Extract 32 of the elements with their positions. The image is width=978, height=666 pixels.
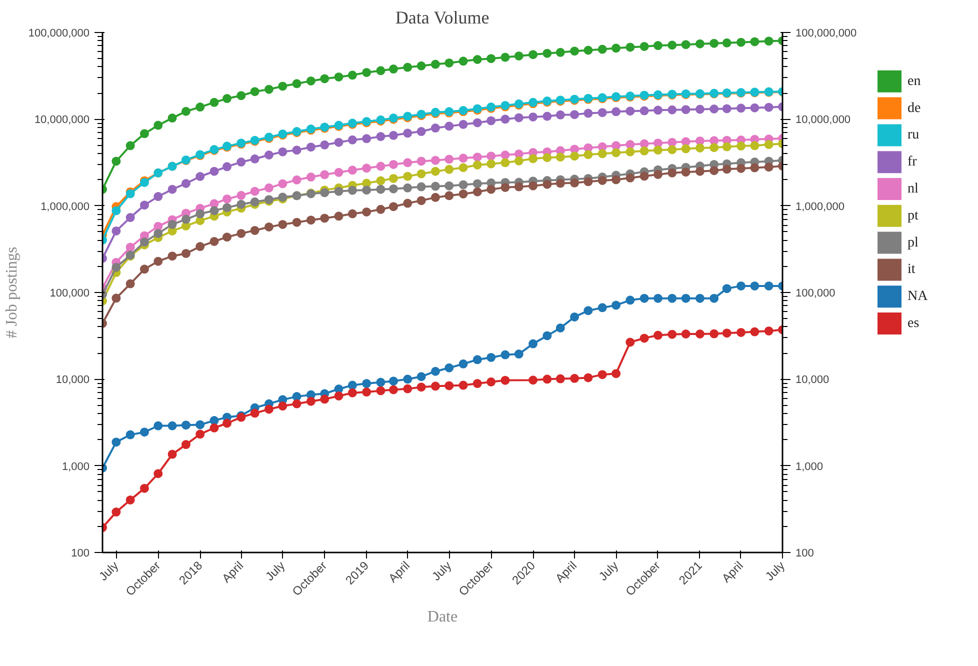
x-axis-title: Date [427,608,458,626]
text: 10,000 [56,374,90,386]
chart-title: Data Volume [395,8,490,28]
y-tick-label: 100,000 [796,288,836,300]
y-tick-label: 10,000,000 [796,114,851,126]
x-tick-label: July [96,558,122,584]
x-tick-label: July [262,558,288,584]
x-tick-label: July [596,558,621,584]
legend-label: fr [908,154,918,170]
y-tick-label: 10,000 [796,374,830,386]
text: 100,000 [50,288,90,300]
legend-label: nl [908,182,918,197]
legend-label: pl [908,235,918,250]
y-tick-label: 1,000 [796,460,824,473]
text: 1,000,000 [40,200,90,213]
legend-label: it [908,262,916,278]
y-axis-title: # Job postings [3,246,20,338]
legend-label: NA [908,289,929,304]
legend-label: es [908,316,920,332]
text: 1,000 [62,460,90,473]
legend-label: en [908,74,921,89]
x-tick-label: July [762,558,788,584]
y-tick-label: 1,000,000 [796,200,844,213]
x-tick-label: July [429,558,454,584]
legend-label: ru [908,128,920,143]
y-tick-label: 100 [796,548,814,560]
y-tick-label: 100,000,000 [796,28,857,40]
text: 100 [71,548,90,560]
text: 10,000,000 [34,114,90,126]
legend-label: de [908,100,921,116]
legend-label: pt [908,208,918,224]
text: 100,000,000 [28,28,90,40]
